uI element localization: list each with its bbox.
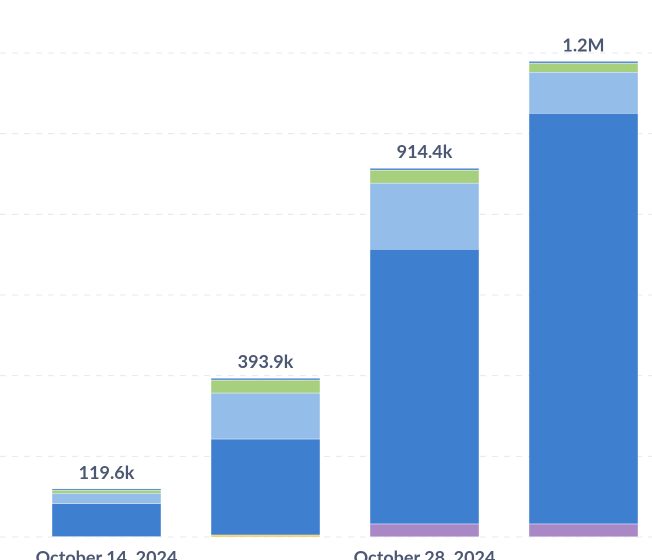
total-label: 119.6k [79, 461, 135, 483]
bar-segment [210, 392, 321, 440]
bar-segment [528, 523, 639, 538]
x-tick-label: October 28, 2024 [354, 546, 496, 560]
bar-segment [210, 379, 321, 394]
bar-segment [51, 488, 162, 491]
bar-segment [369, 170, 480, 184]
x-tick-label: October 14, 2024 [36, 546, 178, 560]
bar-segment [528, 63, 639, 73]
bar-segment [210, 377, 321, 381]
bar-segment [369, 523, 480, 538]
bar-segment [369, 182, 480, 250]
bar-segment [369, 167, 480, 171]
bar-segment [51, 503, 162, 537]
bar-segment [369, 249, 480, 525]
bar-segment [210, 534, 321, 538]
bar-segment [528, 61, 639, 64]
bar-segment [528, 71, 639, 114]
bar-segment [210, 438, 321, 536]
total-label: 393.9k [238, 350, 294, 372]
bar-segment [528, 113, 639, 525]
bar-segment [51, 490, 162, 494]
total-label: 1.2M [562, 33, 604, 55]
total-label: 914.4k [397, 140, 453, 162]
bar-segment [51, 493, 162, 504]
